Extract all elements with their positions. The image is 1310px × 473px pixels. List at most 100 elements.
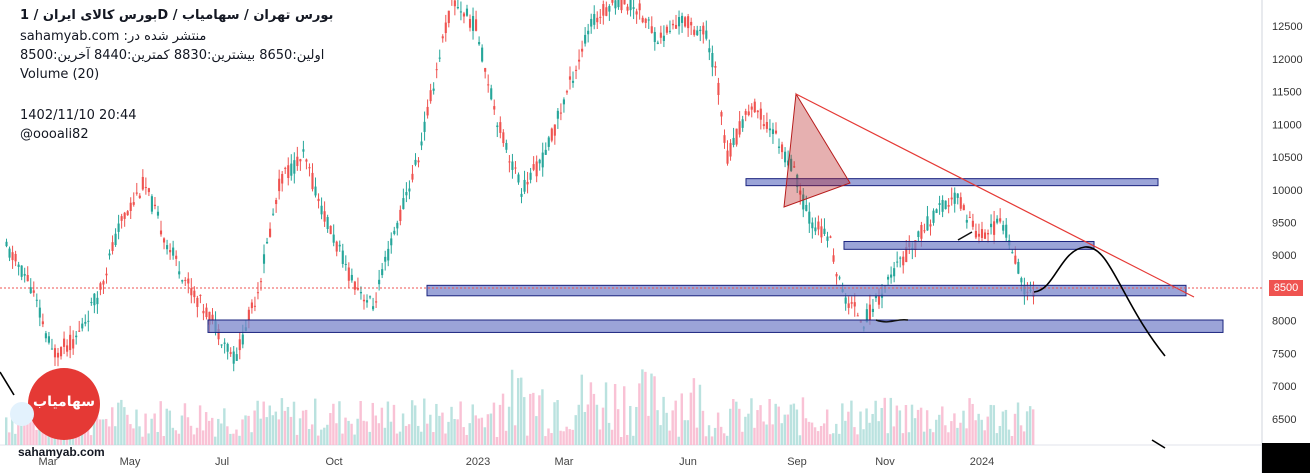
candle-body — [478, 42, 481, 45]
volume-bar — [710, 436, 714, 445]
volume-bar — [126, 414, 129, 445]
candle-body — [974, 230, 977, 238]
candle-body — [499, 122, 502, 133]
volume-bar — [1019, 425, 1023, 445]
candle-body — [571, 80, 575, 83]
volume-bar — [192, 434, 196, 445]
candle-body — [965, 219, 968, 223]
volume-bar — [953, 413, 956, 445]
volume-bar — [410, 400, 414, 445]
volume-bar — [910, 404, 914, 445]
candle-body — [496, 125, 499, 128]
candle-body — [290, 163, 293, 176]
candle-body — [811, 222, 814, 229]
candle-body — [99, 283, 102, 290]
candle-body — [732, 137, 735, 145]
volume-bar — [144, 413, 147, 445]
candle-body — [971, 220, 974, 227]
volume-bar — [535, 416, 538, 445]
volume-bar — [120, 399, 123, 445]
candle-body — [814, 227, 817, 232]
candle-body — [711, 52, 714, 68]
drawn-stroke — [875, 318, 909, 323]
volume-bar — [928, 428, 932, 445]
volume-bar — [371, 402, 374, 445]
candle-body — [196, 297, 199, 307]
candle-body — [438, 57, 441, 59]
candle-body — [105, 273, 108, 276]
candle-body — [638, 3, 641, 11]
volume-bar — [789, 404, 793, 445]
volume-bar — [692, 378, 696, 445]
candle-body — [284, 167, 287, 169]
candle-body — [323, 211, 326, 222]
candle-body — [968, 217, 971, 219]
candle-body — [287, 165, 290, 178]
volume-bar — [401, 413, 405, 445]
candle-body — [20, 265, 23, 277]
volume-indicator-label[interactable]: Volume (20) — [20, 67, 100, 82]
price-axis-tick: 7000 — [1272, 381, 1296, 393]
volume-bar — [956, 427, 959, 445]
volume-bar — [798, 435, 802, 445]
time-axis-tick: 2024 — [970, 456, 994, 468]
candle-body — [114, 233, 117, 246]
candle-body — [329, 225, 332, 235]
candle-body — [172, 247, 175, 256]
volume-bar — [541, 389, 544, 445]
candle-body — [399, 209, 402, 222]
volume-bar — [32, 414, 35, 445]
volume-bar — [844, 420, 847, 445]
candle-body — [169, 249, 172, 253]
candle-body — [135, 192, 138, 194]
volume-bar — [856, 434, 859, 445]
candle-body — [623, 0, 626, 5]
volume-bar — [1010, 436, 1014, 445]
candle-body — [141, 176, 144, 190]
candle-body — [375, 301, 378, 303]
volume-bar — [756, 410, 759, 445]
volume-bar — [277, 419, 281, 445]
volume-bar — [765, 424, 768, 445]
candle-body — [856, 315, 859, 317]
candle-body — [562, 99, 565, 105]
volume-bar — [913, 418, 917, 445]
candle-body — [223, 342, 226, 344]
volume-bar — [653, 376, 656, 445]
candle-body — [893, 268, 896, 277]
volume-bar — [616, 409, 620, 445]
volume-bar — [898, 410, 902, 445]
candle-body — [241, 334, 244, 345]
candle-body — [705, 30, 708, 39]
candle-body — [871, 308, 874, 313]
volume-bar — [183, 403, 187, 445]
volume-bar — [1004, 409, 1008, 445]
candle-body — [453, 0, 456, 7]
price-axis-tick: 9500 — [1272, 218, 1296, 230]
volume-bar — [438, 415, 441, 445]
candle-body — [832, 255, 835, 262]
volume-bar — [374, 415, 378, 445]
candle-body — [417, 160, 420, 163]
candle-body — [293, 160, 296, 174]
candle-body — [584, 34, 587, 44]
candle-body — [744, 111, 747, 115]
volume-bar — [186, 417, 190, 445]
volume-bar — [453, 419, 456, 445]
candle-body — [1020, 278, 1023, 283]
candle-body — [605, 7, 608, 16]
candle-body — [681, 15, 684, 23]
volume-bar — [674, 400, 677, 445]
volume-bar — [1025, 411, 1029, 445]
volume-bar — [744, 416, 747, 445]
candle-body — [75, 335, 78, 338]
candle-body — [983, 232, 987, 239]
candle-body — [720, 112, 723, 117]
candle-body — [738, 121, 741, 135]
price-axis-tick: 10000 — [1272, 185, 1303, 197]
volume-bar — [938, 414, 941, 445]
candle-body — [693, 29, 696, 35]
volume-bar — [804, 418, 808, 445]
drawn-stroke — [957, 231, 973, 241]
